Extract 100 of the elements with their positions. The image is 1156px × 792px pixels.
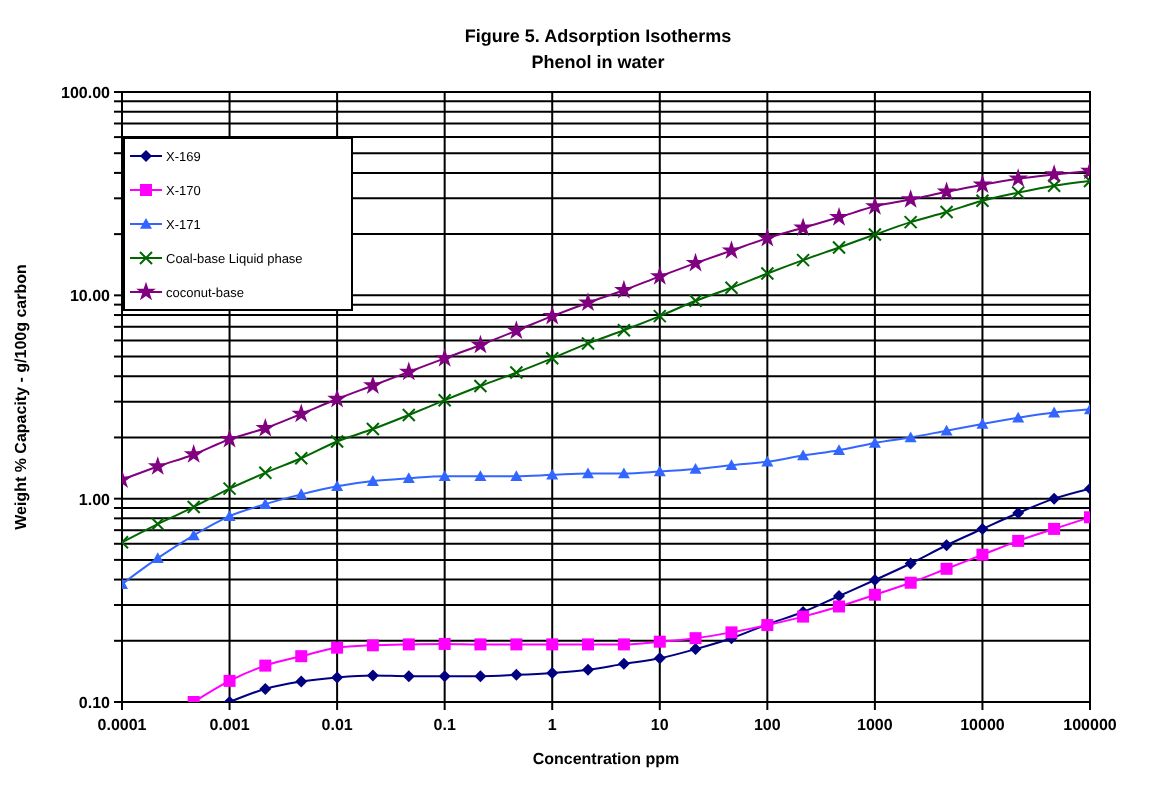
point [721, 240, 742, 259]
point [437, 393, 452, 408]
point [868, 588, 881, 601]
point [402, 670, 415, 683]
point [546, 638, 559, 651]
point [545, 351, 560, 366]
point [797, 449, 810, 461]
point [976, 417, 989, 429]
point [331, 671, 344, 684]
point [291, 403, 312, 423]
point [366, 639, 379, 652]
point [1047, 178, 1062, 193]
point [725, 626, 738, 639]
point [832, 240, 847, 255]
point [438, 670, 451, 683]
point [438, 470, 451, 481]
y-tick-label: 10.00 [69, 287, 112, 306]
point [581, 638, 594, 651]
point [900, 189, 921, 208]
point [474, 638, 487, 651]
point [366, 669, 379, 682]
point [1008, 168, 1029, 187]
point [330, 434, 345, 449]
point [761, 455, 774, 467]
point [653, 635, 666, 648]
point [940, 424, 953, 436]
point [363, 375, 383, 394]
point [187, 529, 200, 541]
x-tick-label: 0.001 [209, 716, 251, 734]
point [581, 467, 594, 479]
x-tick-label: 1 [547, 716, 558, 734]
point [1048, 522, 1061, 535]
point [617, 657, 630, 670]
point [546, 666, 559, 679]
point [867, 227, 882, 242]
x-axis-title: Concentration ppm [532, 750, 680, 768]
point [258, 465, 273, 480]
point [259, 682, 272, 695]
point [223, 510, 236, 521]
chart-subtitle: Phenol in water [531, 52, 666, 72]
point [510, 668, 523, 681]
point [255, 417, 276, 437]
point [614, 279, 634, 299]
point [833, 444, 846, 456]
point [1048, 492, 1061, 505]
point [578, 292, 598, 312]
point [183, 444, 204, 463]
point [506, 320, 527, 340]
point [219, 428, 240, 448]
point [186, 499, 201, 514]
point [793, 217, 813, 237]
point [796, 253, 811, 268]
point [1048, 406, 1061, 418]
x-tick-label: 100000 [1063, 716, 1118, 734]
point [652, 309, 667, 324]
point [401, 407, 416, 422]
point [760, 266, 775, 281]
point [331, 480, 344, 492]
point [295, 488, 308, 500]
x-tick-label: 100 [753, 716, 782, 734]
point [1044, 164, 1064, 183]
point [972, 174, 993, 194]
point [616, 323, 631, 338]
point [366, 475, 379, 486]
point [150, 517, 165, 532]
point [865, 195, 885, 215]
x-tick-label: 0.1 [433, 716, 457, 734]
point [259, 659, 272, 672]
point [833, 600, 846, 613]
point [222, 481, 237, 496]
point [1012, 411, 1025, 423]
x-tick-label: 1000 [857, 716, 894, 734]
y-axis-title: Weight % Capacity - g/100g carbon [12, 264, 30, 530]
point [580, 336, 595, 351]
point [685, 252, 706, 272]
point [689, 643, 702, 656]
point [402, 472, 415, 484]
point [829, 206, 849, 226]
point [904, 431, 917, 443]
point [474, 470, 487, 481]
point [1012, 507, 1025, 520]
y-tick-label: 1.00 [78, 490, 112, 509]
point [940, 562, 953, 575]
point [510, 638, 523, 651]
point [940, 539, 953, 552]
point [725, 459, 738, 471]
point [757, 227, 778, 247]
point [474, 670, 487, 683]
point [976, 548, 989, 561]
x-tick-label: 0.01 [321, 716, 354, 734]
x-tick-label: 0.0001 [97, 716, 148, 734]
point [327, 388, 347, 408]
point [398, 361, 419, 381]
point [294, 451, 309, 466]
point [473, 379, 488, 394]
y-tick-label: 0.10 [78, 694, 112, 712]
point [402, 638, 415, 651]
point [904, 557, 917, 570]
point [438, 637, 451, 650]
point [295, 675, 308, 688]
